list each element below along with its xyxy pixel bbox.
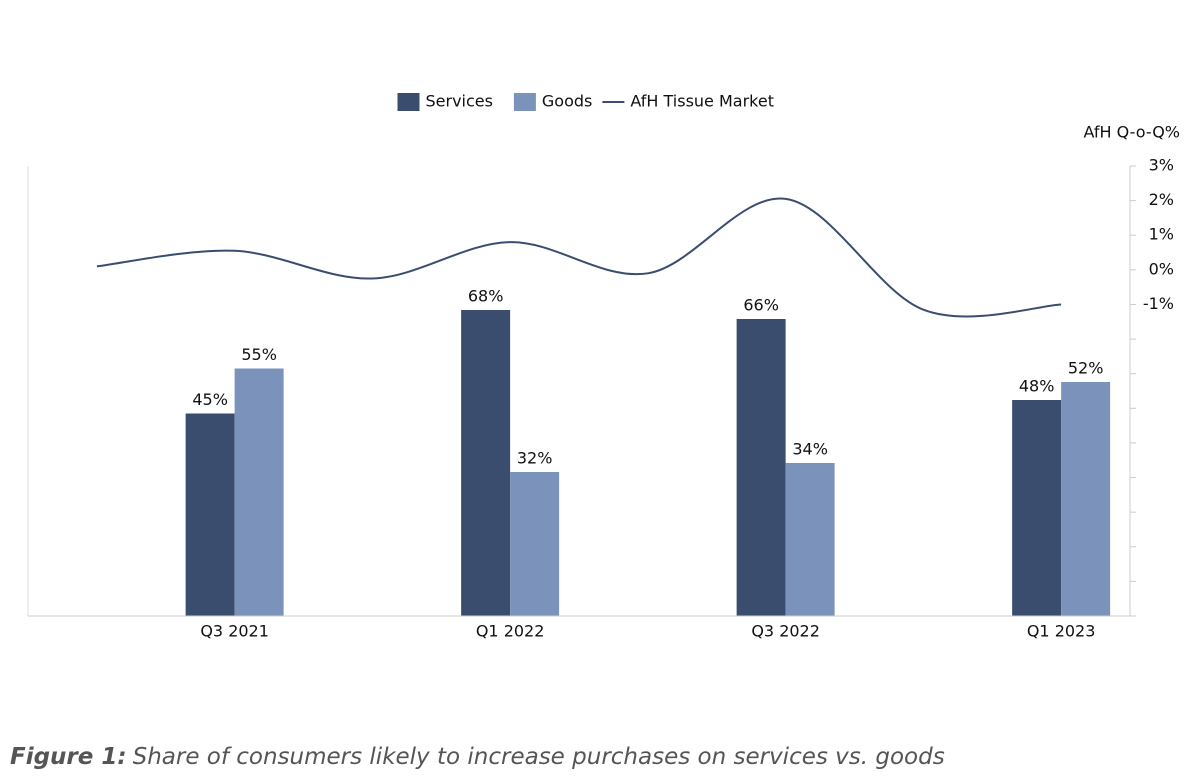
legend-label: AfH Tissue Market xyxy=(630,92,774,111)
x-tick-label: Q1 2022 xyxy=(476,622,545,641)
legend-swatch xyxy=(513,93,536,111)
caption-label: Figure 1: xyxy=(10,744,127,770)
data-label: 68% xyxy=(468,287,504,306)
data-label: 55% xyxy=(241,345,277,364)
x-tick-label: Q1 2023 xyxy=(1027,622,1096,641)
bar xyxy=(461,310,511,616)
data-label: 48% xyxy=(1019,377,1055,396)
bar xyxy=(234,368,284,616)
bar xyxy=(736,319,786,616)
data-label: 66% xyxy=(743,296,779,315)
legend-label: Services xyxy=(426,92,493,111)
x-tick-label: Q3 2022 xyxy=(751,622,820,641)
legend-swatch xyxy=(397,93,420,111)
bar xyxy=(1061,382,1111,616)
bar xyxy=(510,472,560,616)
line xyxy=(96,197,1062,318)
y2-tick-label: 2% xyxy=(1149,190,1174,209)
data-label: 34% xyxy=(792,440,828,459)
x-tick-label: Q3 2021 xyxy=(200,622,269,641)
y2-tick-label: 3% xyxy=(1149,156,1174,175)
bar xyxy=(1012,400,1062,616)
y2-tick-label: 1% xyxy=(1149,225,1174,244)
y2-tick-label: -1% xyxy=(1143,294,1174,313)
bar xyxy=(185,413,235,616)
data-label: 45% xyxy=(192,390,228,409)
y2-tick-label: 0% xyxy=(1149,259,1174,278)
data-label: 52% xyxy=(1068,359,1104,378)
data-label: 32% xyxy=(517,449,553,468)
caption: Figure 1: Share of consumers likely to in… xyxy=(10,744,945,770)
legend-label: Goods xyxy=(542,92,592,111)
bar xyxy=(785,463,835,616)
caption-text: Share of consumers likely to increase pu… xyxy=(133,744,945,770)
y2-axis-label: AfH Q-o-Q% xyxy=(1084,123,1180,142)
